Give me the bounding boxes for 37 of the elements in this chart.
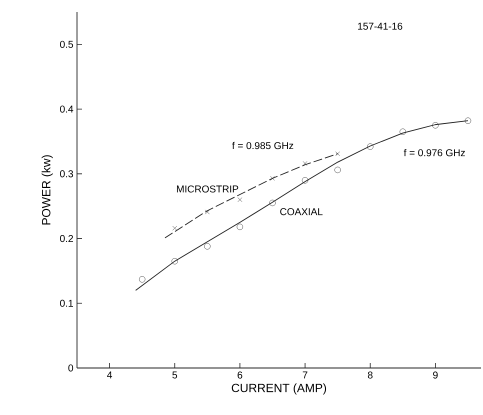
point (335, 151, 340, 156)
point (302, 177, 308, 184)
x-tick-label: 8 (368, 372, 373, 379)
point (172, 226, 178, 231)
x-tick-label: 6 (238, 372, 242, 379)
series-label: COAXIAL (280, 208, 323, 216)
point (464, 118, 472, 124)
y-tick-label: 0.4 (60, 106, 74, 113)
point (400, 128, 406, 135)
annotation: f = 0.976 GHz (404, 148, 465, 156)
y-axis-title: POWER (kw) (42, 155, 53, 225)
point (334, 166, 341, 174)
point (269, 200, 276, 206)
y-tick-label: 0.5 (60, 40, 74, 48)
x-tick-label: 4 (107, 372, 112, 378)
x-tick-label: 7 (302, 372, 308, 378)
line-series (164, 153, 338, 238)
annotation: f = 0.985 GHz (232, 142, 294, 150)
point (204, 243, 211, 250)
y-tick-label: 0.3 (60, 170, 74, 178)
point (367, 143, 374, 150)
y-tick-label: 0 (68, 364, 74, 372)
x-tick-label: 5 (172, 372, 178, 378)
x-tick-label: 9 (433, 372, 438, 379)
point (302, 161, 308, 166)
annotation: 157-41-16 (358, 22, 402, 30)
point (138, 276, 146, 283)
y-tick-label: 0.1 (60, 300, 74, 307)
y-tick-label: 0.2 (60, 235, 73, 242)
point (238, 197, 242, 202)
point (270, 176, 275, 181)
point (205, 210, 210, 214)
point (172, 258, 178, 264)
point (236, 224, 244, 230)
point (432, 122, 439, 128)
series-label: MICROSTRIP (176, 185, 238, 193)
x-axis-title: CURRENT (AMP) (232, 383, 326, 395)
